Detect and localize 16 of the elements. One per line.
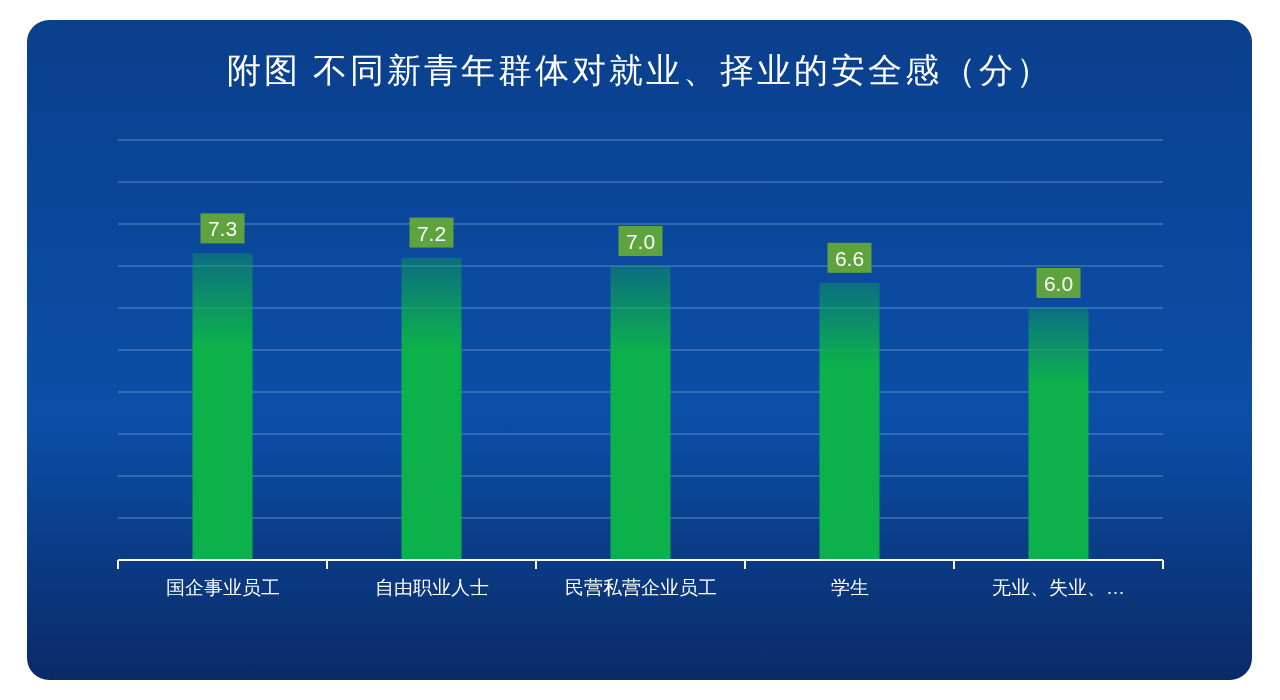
x-tick-label: 学生 bbox=[830, 577, 869, 598]
x-tick-label: 民营私营企业员工 bbox=[564, 577, 717, 598]
chart-title: 附图 不同新青年群体对就业、择业的安全感（分） bbox=[226, 51, 1054, 89]
data-label: 7.3 bbox=[207, 217, 238, 241]
data-label: 7.2 bbox=[416, 221, 447, 245]
bar bbox=[192, 253, 253, 560]
x-tick-label: 无业、失业、… bbox=[992, 577, 1125, 598]
x-tick-label: 自由职业人士 bbox=[374, 577, 489, 598]
x-tick-label: 国企事业员工 bbox=[165, 577, 280, 598]
bar bbox=[1028, 308, 1089, 560]
bar bbox=[401, 257, 462, 560]
bar bbox=[819, 282, 880, 560]
data-label: 6.6 bbox=[834, 246, 865, 270]
data-label: 7.0 bbox=[625, 230, 656, 253]
bar bbox=[610, 266, 671, 560]
data-label: 6.0 bbox=[1043, 272, 1074, 295]
